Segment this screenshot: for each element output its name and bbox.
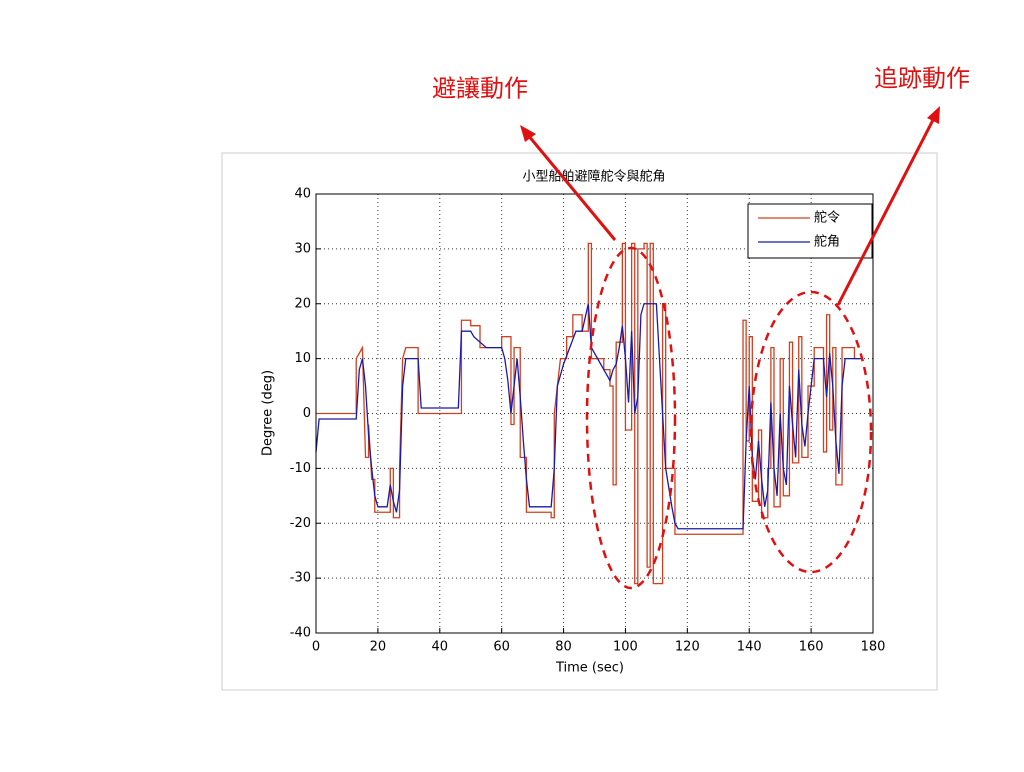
x-tick-label: 120 (675, 640, 700, 655)
x-tick-label: 40 (432, 640, 449, 655)
y-tick-label: -10 (290, 461, 311, 476)
x-tick-label: 60 (493, 640, 510, 655)
y-tick-label: -30 (290, 571, 311, 586)
x-tick-label: 140 (737, 640, 762, 655)
legend-label: 舵令 (814, 211, 840, 226)
x-tick-label: 0 (312, 640, 320, 655)
x-tick-label: 80 (555, 640, 572, 655)
x-tick-label: 100 (613, 640, 638, 655)
x-tick-label: 180 (861, 640, 886, 655)
legend-label: 舵角 (814, 235, 840, 250)
series-line (315, 303, 861, 530)
y-tick-label: 0 (303, 406, 311, 421)
arrow-head (520, 125, 536, 142)
y-tick-label: -20 (290, 516, 311, 531)
annotation: 追跡動作 (874, 65, 970, 93)
highlight-ellipse (585, 246, 677, 590)
y-axis-label: Degree (deg) (261, 370, 276, 456)
y-tick-label: 20 (294, 296, 311, 311)
y-tick-label: 30 (294, 241, 311, 256)
x-tick-label: 20 (370, 640, 387, 655)
chart-title: 小型船舶避障舵令與舵角 (522, 169, 665, 185)
x-tick-label: 160 (799, 640, 824, 655)
legend-box (747, 203, 873, 259)
y-tick-label: -40 (290, 626, 311, 641)
axes-box (315, 193, 874, 634)
y-tick-label: 10 (294, 351, 311, 366)
arrow-head (927, 106, 940, 124)
arrow (526, 134, 617, 241)
arrow (836, 117, 936, 306)
annotation: 避讓動作 (432, 75, 528, 103)
highlight-ellipse (749, 290, 873, 574)
x-axis-label: Time (sec) (555, 661, 624, 676)
y-tick-label: 40 (294, 187, 311, 202)
